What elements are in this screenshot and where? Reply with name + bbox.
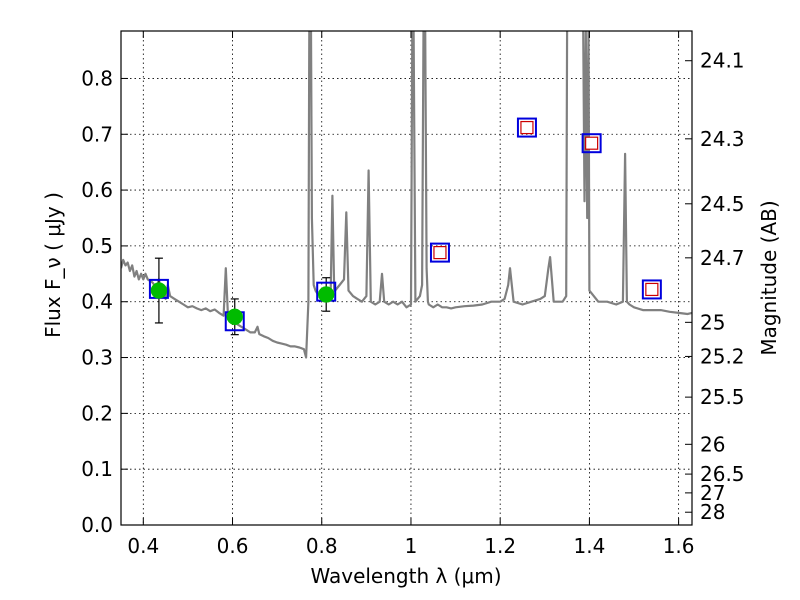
upper-photometry-square bbox=[645, 282, 659, 297]
magnitude-tick-label: 25 bbox=[700, 310, 725, 334]
magnitude-tick-label: 26 bbox=[700, 432, 725, 456]
model-photometry-square bbox=[581, 133, 602, 154]
magnitude-tick-label: 24.1 bbox=[700, 49, 745, 73]
observed-data-point bbox=[150, 282, 168, 299]
magnitude-axis-label: Magnitude (AB) bbox=[757, 200, 781, 355]
x-axis-label: Wavelength λ (μm) bbox=[310, 564, 501, 588]
y-tick-label: 0.5 bbox=[81, 234, 113, 258]
magnitude-tick-label: 26.5 bbox=[700, 462, 745, 486]
model-spectrum-layer bbox=[121, 31, 692, 359]
x-tick-label: 1.4 bbox=[573, 534, 605, 558]
magnitude-tick-label: 24.3 bbox=[700, 127, 745, 151]
x-tick-label: 0.8 bbox=[306, 534, 338, 558]
model-photometry-square bbox=[641, 279, 662, 300]
x-tick-label: 0.4 bbox=[127, 534, 159, 558]
magnitude-tick-label: 28 bbox=[700, 500, 725, 524]
error-bars-layer bbox=[154, 257, 331, 336]
model-spectrum-line bbox=[121, 31, 692, 359]
y-tick-label: 0.3 bbox=[81, 346, 113, 370]
magnitude-tick-label: 24.5 bbox=[700, 192, 745, 216]
magnitude-tick-label: 25.2 bbox=[700, 344, 745, 368]
grid-lines bbox=[121, 31, 692, 526]
y-axis-label: Flux F_ν ( μJy ) bbox=[41, 192, 65, 338]
observed-data-point bbox=[317, 286, 335, 303]
model-photometry-square bbox=[429, 242, 450, 263]
y-axis-ticks: 0.0 0.1 0.2 0.3 0.4 0.5 0.6 0.7 0.8 bbox=[81, 66, 128, 537]
x-tick-label: 1 bbox=[405, 534, 418, 558]
x-tick-label: 1.2 bbox=[484, 534, 516, 558]
x-tick-label: 1.6 bbox=[663, 534, 695, 558]
magnitude-tick-label: 24.7 bbox=[700, 246, 745, 270]
observed-data-point bbox=[226, 308, 244, 326]
y-tick-label: 0.8 bbox=[81, 66, 113, 90]
upper-photometry-square bbox=[585, 136, 599, 150]
x-axis-ticks: 0.4 0.6 0.8 1 1.2 1.4 1.6 bbox=[127, 31, 695, 558]
x-tick-label: 0.6 bbox=[217, 534, 249, 558]
axes-frame bbox=[120, 30, 693, 526]
y-tick-label: 0.4 bbox=[81, 290, 113, 314]
magnitude-tick-label: 27 bbox=[700, 481, 725, 505]
magnitude-tick-label: 25.5 bbox=[700, 385, 745, 409]
upper-photometry-square bbox=[433, 246, 447, 260]
upper-photometry-square bbox=[520, 120, 534, 135]
plot-frame bbox=[120, 30, 693, 526]
y-tick-label: 0.0 bbox=[81, 513, 113, 537]
y-tick-label: 0.6 bbox=[81, 178, 113, 202]
y-tick-label: 0.2 bbox=[81, 401, 113, 425]
y-tick-label: 0.7 bbox=[81, 122, 113, 146]
y-tick-label: 0.1 bbox=[81, 457, 113, 481]
model-photometry-square bbox=[516, 117, 537, 138]
markers-layer bbox=[148, 117, 662, 332]
